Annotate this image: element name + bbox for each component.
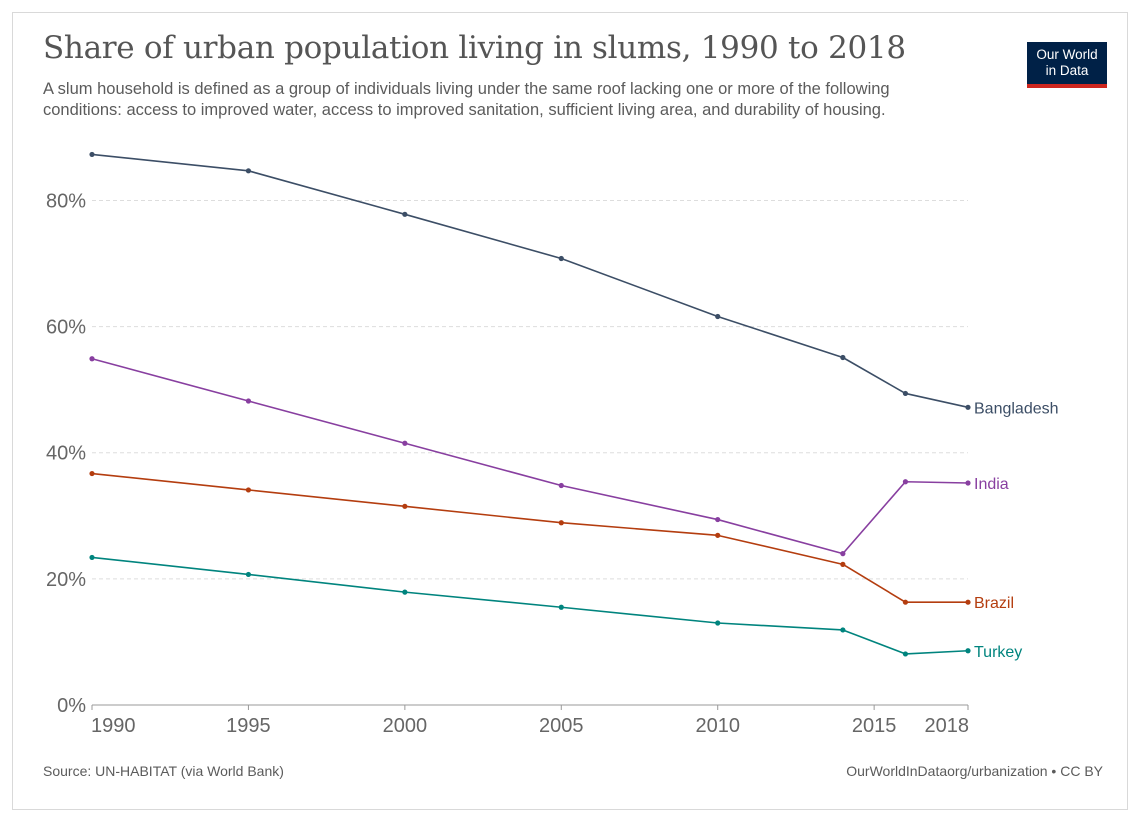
bangladesh-point bbox=[558, 255, 564, 262]
bangladesh-point bbox=[715, 313, 721, 320]
bangladesh-line bbox=[91, 153, 969, 409]
chart-frame bbox=[12, 12, 1128, 810]
india-series-label: India bbox=[974, 476, 1009, 493]
logo-line-2: in Data bbox=[1045, 63, 1089, 78]
x-tick-label: 2010 bbox=[695, 715, 740, 737]
bangladesh-series-label: Bangladesh bbox=[974, 400, 1059, 417]
india-point bbox=[558, 482, 564, 489]
india-point bbox=[965, 480, 971, 486]
india-point bbox=[902, 479, 909, 485]
chart-subtitle: A slum household is defined as a group o… bbox=[43, 80, 890, 119]
x-tick-label: 1990 bbox=[91, 715, 136, 737]
brazil-point bbox=[902, 599, 909, 605]
bangladesh-point bbox=[902, 390, 909, 397]
turkey-line bbox=[91, 556, 969, 655]
source-note: Source: UN-HABITAT (via World Bank) bbox=[43, 763, 284, 779]
brazil-series-label: Brazil bbox=[974, 595, 1014, 612]
brazil-point bbox=[558, 520, 564, 526]
turkey-point bbox=[89, 554, 95, 561]
y-tick-label: 40% bbox=[46, 443, 86, 465]
turkey-point bbox=[402, 589, 408, 595]
bangladesh-point bbox=[965, 404, 971, 410]
x-tick-label: 2015 bbox=[852, 715, 897, 737]
india-point bbox=[402, 440, 408, 446]
turkey-series-label: Turkey bbox=[974, 644, 1022, 661]
x-tick-label: 2005 bbox=[539, 715, 584, 737]
x-tick-label: 2018 bbox=[925, 715, 970, 737]
india-point bbox=[840, 551, 846, 557]
logo-line-1: Our World bbox=[1036, 47, 1098, 62]
india-line bbox=[91, 357, 969, 555]
india-point bbox=[89, 356, 95, 362]
bangladesh-point bbox=[245, 168, 252, 174]
brazil-line bbox=[91, 472, 968, 603]
turkey-point bbox=[245, 571, 252, 578]
turkey-point bbox=[965, 648, 971, 654]
brazil-point bbox=[715, 532, 721, 538]
turkey-point bbox=[840, 627, 846, 633]
brazil-point bbox=[965, 599, 971, 605]
credit-link[interactable]: OurWorldInDataorg/urbanization • CC BY bbox=[846, 763, 1103, 779]
turkey-point bbox=[558, 604, 564, 610]
brazil-point bbox=[245, 487, 252, 493]
brazil-point bbox=[840, 561, 846, 567]
bangladesh-point bbox=[89, 151, 95, 158]
x-tick-label: 1995 bbox=[226, 715, 271, 737]
y-tick-label: 0% bbox=[57, 695, 86, 717]
x-tick-label: 2000 bbox=[383, 715, 428, 737]
y-tick-label: 20% bbox=[46, 569, 86, 591]
bangladesh-point bbox=[402, 211, 408, 217]
bangladesh-point bbox=[840, 354, 846, 361]
india-point bbox=[715, 516, 721, 523]
brazil-point bbox=[89, 470, 95, 477]
chart-title: Share of urban population living in slum… bbox=[43, 30, 906, 66]
y-tick-label: 80% bbox=[46, 190, 86, 212]
turkey-point bbox=[902, 651, 909, 657]
turkey-point bbox=[715, 620, 721, 626]
y-tick-label: 60% bbox=[46, 317, 86, 339]
brazil-point bbox=[402, 503, 408, 509]
owid-logo[interactable]: Our World in Data bbox=[1027, 42, 1107, 88]
india-point bbox=[245, 398, 252, 404]
